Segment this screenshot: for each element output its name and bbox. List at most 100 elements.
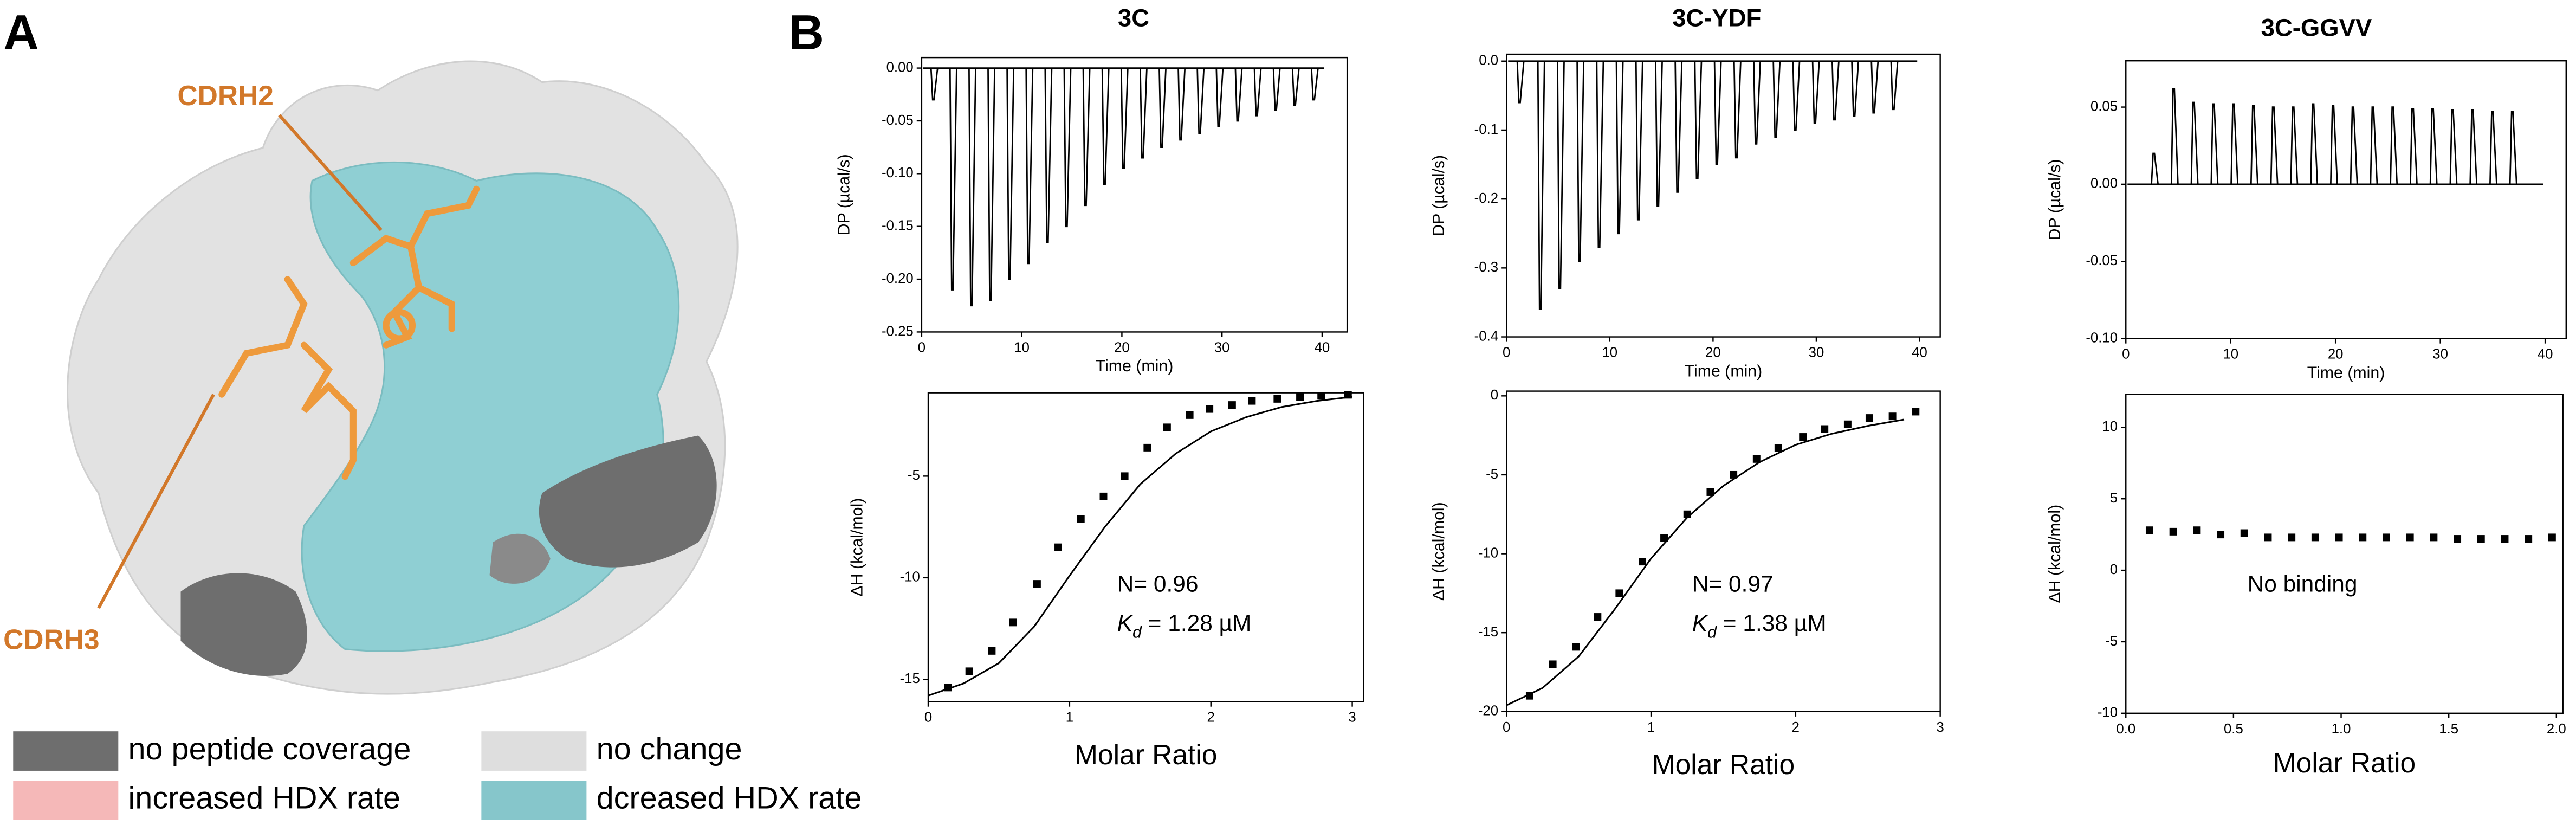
data-point: [1344, 391, 1352, 399]
y-tick-label: -10: [900, 570, 920, 585]
legend-swatch: [13, 781, 119, 820]
injection-peak: [1044, 68, 1053, 243]
legend-swatch: [481, 781, 587, 820]
data-point: [1752, 455, 1761, 463]
injection-peak: [1291, 68, 1300, 106]
data-point: [1009, 618, 1017, 627]
injection-peak: [2250, 105, 2258, 184]
x-tick-label: 20: [2328, 347, 2344, 362]
injection-peak: [2390, 106, 2398, 184]
data-point: [1296, 393, 1304, 401]
data-point: [2240, 529, 2248, 537]
surface-nocoverage: [539, 435, 717, 568]
legend-swatch: [13, 731, 119, 771]
injection-peak: [2190, 101, 2199, 184]
data-point: [1186, 411, 1194, 419]
plot-frame: [1506, 53, 1941, 338]
injection-peak: [2429, 108, 2438, 184]
injection-peak: [1635, 61, 1643, 221]
data-point: [1821, 425, 1829, 433]
x-tick-label: 0: [1503, 345, 1510, 360]
x-tick-label: 0.0: [2116, 721, 2135, 737]
injection-peak: [2370, 106, 2378, 184]
y-tick-label: 5: [2110, 491, 2118, 506]
injection-peak: [1576, 61, 1585, 262]
annotation-part: = 1.38 µM: [1717, 610, 1827, 636]
data-point: [1273, 395, 1281, 403]
fit-curve: [928, 396, 1352, 697]
data-point: [1730, 470, 1738, 479]
data-point: [1683, 510, 1691, 518]
data-point: [2406, 533, 2414, 542]
y-axis-label: DP (µcal/s): [2046, 159, 2064, 240]
injection-peak: [1025, 68, 1034, 265]
injection-peak: [1733, 61, 1742, 159]
plot-frame: [1506, 390, 1941, 713]
data-point: [2288, 533, 2296, 542]
x-tick-label: 20: [1114, 340, 1130, 356]
annotation: Kd = 1.38 µM: [1692, 610, 1827, 641]
x-axis-label: Molar Ratio: [1652, 749, 1795, 780]
y-tick-label: -20: [1478, 704, 1498, 719]
injection-peak: [2170, 88, 2179, 184]
legend-swatch: [481, 731, 587, 771]
injection-peak: [1870, 61, 1879, 114]
data-point: [2525, 535, 2533, 543]
x-tick-label: 3: [1348, 710, 1356, 725]
injection-peak: [1272, 68, 1281, 111]
injection-peak: [2151, 152, 2159, 185]
chart-title: 3C-YDF: [1672, 4, 1761, 32]
x-axis-label: Time (min): [1096, 357, 1174, 375]
surface-nocoverage: [180, 573, 307, 676]
x-tick-label: 2: [1792, 720, 1800, 735]
y-tick-label: -0.4: [1474, 328, 1498, 344]
x-axis-label: Time (min): [2307, 364, 2385, 382]
injection-peak: [1890, 61, 1899, 111]
annotation-part: d: [1707, 623, 1717, 641]
injection-peak: [2230, 103, 2239, 184]
injection-peak: [2509, 111, 2517, 184]
injection-peak: [2469, 109, 2478, 184]
data-point: [1054, 543, 1062, 551]
injection-peak: [1596, 61, 1604, 248]
data-point: [2145, 526, 2153, 534]
injection-peak: [930, 68, 939, 101]
annotation: N= 0.96: [1117, 571, 1199, 596]
y-tick-label: -5: [1486, 467, 1498, 482]
data-point: [1206, 405, 1214, 413]
data-point: [2477, 535, 2485, 543]
data-point: [1865, 414, 1873, 422]
x-tick-label: 40: [1912, 345, 1927, 360]
data-point: [1912, 408, 1920, 416]
data-point: [1228, 401, 1236, 409]
data-point: [1077, 515, 1085, 523]
data-point: [1248, 397, 1256, 405]
injection-peak: [2449, 109, 2458, 184]
injection-peak: [2270, 106, 2279, 184]
data-point: [1706, 488, 1714, 496]
data-point: [1163, 423, 1171, 431]
y-tick-label: -0.2: [1474, 191, 1498, 206]
data-point: [1317, 392, 1325, 400]
chart-title: 3C-GGVV: [2261, 14, 2372, 42]
data-point: [2335, 533, 2343, 542]
annotation-part: K: [1117, 610, 1134, 636]
data-point: [1594, 613, 1602, 621]
injection-peak: [2350, 106, 2358, 184]
injection-peak: [1253, 68, 1262, 117]
plot-frame: [921, 56, 1348, 333]
injection-peak: [1615, 61, 1624, 235]
data-point: [2454, 535, 2462, 543]
injection-peak: [1811, 61, 1820, 124]
y-tick-label: -0.10: [2086, 330, 2118, 345]
annotation-part: K: [1692, 610, 1708, 636]
y-axis-label: ΔH (kcal/mol): [2046, 505, 2064, 603]
surface-nocoverage: [489, 533, 551, 584]
injection-peak: [1831, 61, 1840, 121]
x-tick-label: 1.0: [2332, 721, 2351, 737]
data-point: [1660, 534, 1668, 542]
injection-peak: [1158, 68, 1167, 149]
x-tick-label: 1: [1647, 720, 1655, 735]
injection-peak: [949, 68, 957, 291]
x-tick-label: 2: [1207, 710, 1215, 725]
